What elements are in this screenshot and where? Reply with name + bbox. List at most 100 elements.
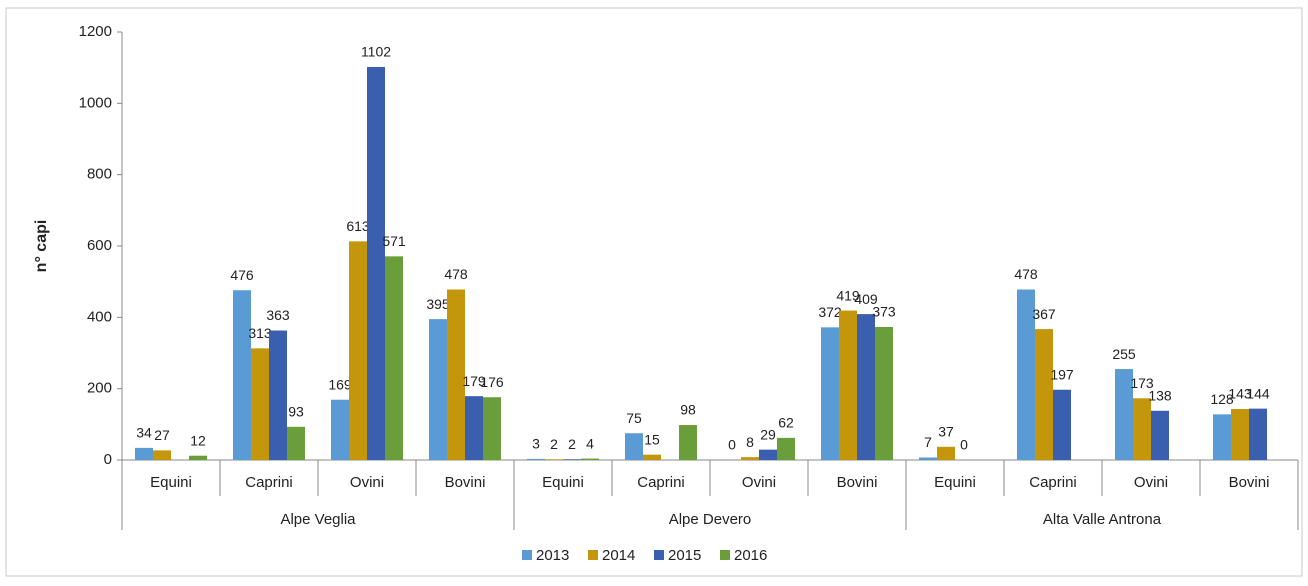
- y-tick-label: 400: [87, 308, 112, 325]
- value-label: 313: [248, 325, 272, 341]
- x-tick-label: Bovini: [1229, 474, 1270, 491]
- x-tick-label: Ovini: [350, 474, 384, 491]
- y-tick-label: 200: [87, 380, 112, 397]
- legend-swatch: [720, 550, 730, 560]
- value-label: 128: [1210, 391, 1234, 407]
- value-label: 0: [960, 437, 968, 453]
- x-tick-label: Caprini: [1029, 474, 1077, 491]
- y-axis-title: n° capi: [33, 220, 50, 273]
- bar: [385, 256, 403, 460]
- value-label: 7: [924, 434, 932, 450]
- bar: [1231, 408, 1249, 460]
- value-label: 3: [532, 436, 540, 452]
- x-tick-label: Equini: [934, 474, 976, 491]
- chart-border: [5, 7, 1303, 577]
- bar: [1213, 414, 1231, 460]
- value-label: 12: [190, 432, 206, 448]
- value-label: 4: [586, 435, 594, 451]
- bar: [937, 446, 955, 460]
- group-label: Alta Valle Antrona: [1043, 511, 1162, 528]
- legend-swatch: [588, 550, 598, 560]
- bar: [625, 433, 643, 460]
- value-label: 144: [1246, 385, 1270, 401]
- bar: [483, 397, 501, 460]
- value-label: 2: [568, 436, 576, 452]
- x-tick-label: Caprini: [637, 474, 685, 491]
- value-label: 75: [626, 410, 642, 426]
- value-label: 478: [444, 266, 468, 282]
- value-label: 15: [644, 431, 660, 447]
- bar: [777, 437, 795, 460]
- value-label: 29: [760, 426, 776, 442]
- bar: [1249, 408, 1267, 460]
- legend-label: 2014: [602, 547, 635, 564]
- bar: [233, 290, 251, 460]
- x-tick-label: Bovini: [445, 474, 486, 491]
- value-label: 98: [680, 402, 696, 418]
- value-label: 613: [346, 218, 370, 234]
- bar: [269, 330, 287, 460]
- x-tick-label: Equini: [542, 474, 584, 491]
- value-label: 476: [230, 267, 254, 283]
- value-label: 367: [1032, 306, 1056, 322]
- bar: [251, 348, 269, 460]
- value-label: 2: [550, 436, 558, 452]
- value-label: 409: [854, 291, 878, 307]
- value-label: 571: [382, 233, 406, 249]
- bar: [875, 326, 893, 460]
- bar: [1115, 369, 1133, 460]
- value-label: 197: [1050, 366, 1074, 382]
- group-label: Alpe Devero: [669, 511, 752, 528]
- value-label: 373: [872, 304, 896, 320]
- legend-label: 2013: [536, 547, 569, 564]
- bar: [287, 426, 305, 460]
- bar: [1151, 410, 1169, 460]
- x-tick-label: Caprini: [245, 474, 293, 491]
- value-label: 143: [1228, 386, 1252, 402]
- y-tick-label: 600: [87, 237, 112, 254]
- legend-swatch: [654, 550, 664, 560]
- value-label: 395: [426, 296, 450, 312]
- bar: [545, 459, 563, 460]
- bar: [1053, 389, 1071, 460]
- value-label: 0: [728, 437, 736, 453]
- bar: [563, 459, 581, 460]
- value-label: 363: [266, 307, 290, 323]
- value-label: 8: [746, 434, 754, 450]
- bar: [135, 447, 153, 460]
- bar: [1017, 289, 1035, 460]
- bar: [839, 310, 857, 460]
- bar: [643, 454, 661, 460]
- bar: [429, 319, 447, 460]
- value-label: 37: [938, 424, 954, 440]
- bar: [465, 396, 483, 460]
- bar: [679, 425, 697, 460]
- y-tick-label: 1000: [79, 94, 112, 111]
- bar: [581, 458, 599, 460]
- legend-swatch: [522, 550, 532, 560]
- value-label: 62: [778, 415, 794, 431]
- bar: [349, 241, 367, 460]
- y-tick-label: 800: [87, 166, 112, 183]
- bar: [153, 450, 171, 460]
- x-tick-label: Ovini: [1134, 474, 1168, 491]
- x-tick-label: Bovini: [837, 474, 878, 491]
- bar: [331, 399, 349, 460]
- value-label: 27: [154, 427, 170, 443]
- value-label: 173: [1130, 375, 1154, 391]
- bar: [447, 289, 465, 460]
- bar: [527, 458, 545, 460]
- bar: [919, 457, 937, 460]
- x-tick-label: Ovini: [742, 474, 776, 491]
- value-label: 138: [1148, 387, 1172, 403]
- bar: [1035, 329, 1053, 460]
- value-label: 169: [328, 376, 352, 392]
- x-tick-label: Equini: [150, 474, 192, 491]
- bar: [857, 314, 875, 460]
- value-label: 372: [818, 304, 842, 320]
- value-label: 179: [462, 373, 486, 389]
- value-label: 478: [1014, 266, 1038, 282]
- y-tick-label: 1200: [79, 23, 112, 40]
- value-label: 93: [288, 404, 304, 420]
